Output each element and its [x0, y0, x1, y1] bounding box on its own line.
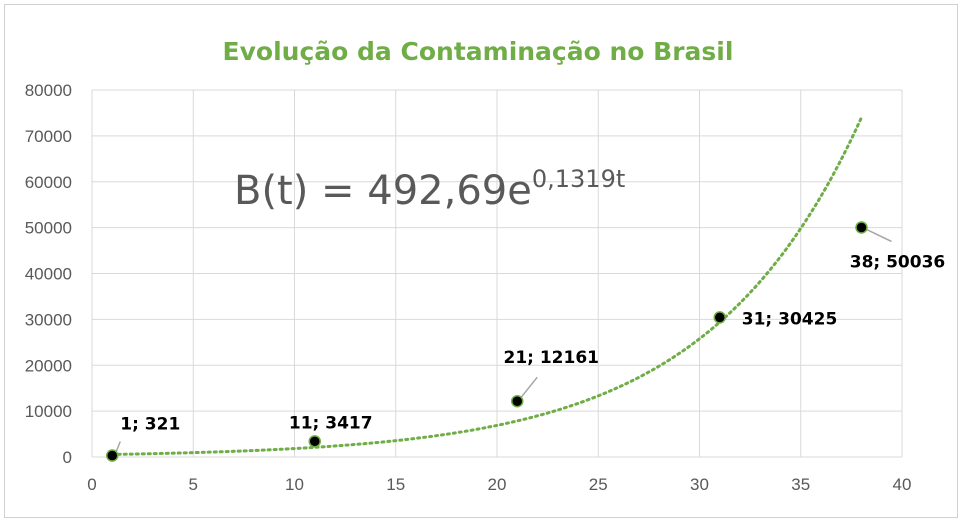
data-point-marker: [106, 449, 119, 462]
x-tick-label: 35: [791, 475, 810, 494]
y-tick-label: 50000: [25, 219, 72, 238]
y-tick-label: 40000: [25, 265, 72, 284]
data-point-marker: [713, 311, 726, 324]
trendline-equation-main: B(t) = 492,69e: [234, 168, 532, 214]
trendline-equation: B(t) = 492,69e0,1319t: [234, 165, 625, 214]
x-tick-label: 5: [189, 475, 198, 494]
x-tick-label: 10: [285, 475, 304, 494]
label-leader-line: [115, 441, 121, 452]
x-tick-label: 15: [386, 475, 405, 494]
x-tick-label: 40: [893, 475, 912, 494]
x-tick-label: 20: [488, 475, 507, 494]
data-points: [106, 221, 868, 462]
label-leader-line: [866, 228, 892, 243]
trendline-equation-exponent: 0,1319t: [532, 165, 625, 193]
y-tick-label: 70000: [25, 127, 72, 146]
x-tick-label: 0: [87, 475, 96, 494]
exponential-trendline: [110, 115, 863, 456]
data-point-marker: [308, 435, 321, 448]
y-tick-label: 10000: [25, 402, 72, 421]
gridlines: [91, 89, 903, 458]
data-point-label: 1; 321: [120, 415, 180, 435]
label-leader-line: [520, 376, 538, 398]
data-labels: 1; 321 11; 3417 21; 12161 31; 30425 38; 5003…: [120, 252, 945, 434]
data-point-label: 21; 12161: [503, 348, 599, 368]
data-point-label: 11; 3417: [289, 413, 373, 433]
chart-title: Evolução da Contaminação no Brasil: [223, 37, 734, 66]
x-axis-ticks: 0 5 10 15 20 25 30 35 40: [87, 475, 911, 494]
y-tick-label: 20000: [25, 356, 72, 375]
data-point-label: 31; 30425: [742, 309, 838, 329]
data-point-label: 38; 50036: [850, 252, 946, 272]
y-tick-label: 80000: [25, 81, 72, 100]
x-tick-label: 30: [690, 475, 709, 494]
y-tick-label: 30000: [25, 310, 72, 329]
y-tick-label: 60000: [25, 173, 72, 192]
x-tick-label: 25: [589, 475, 608, 494]
label-leader-lines: [115, 228, 892, 452]
data-point-marker: [855, 221, 868, 234]
data-point-marker: [511, 394, 524, 408]
y-tick-label: 0: [63, 448, 72, 467]
y-axis-ticks: 0 10000 20000 30000 40000 50000 60000 70000 8000…: [25, 81, 72, 467]
